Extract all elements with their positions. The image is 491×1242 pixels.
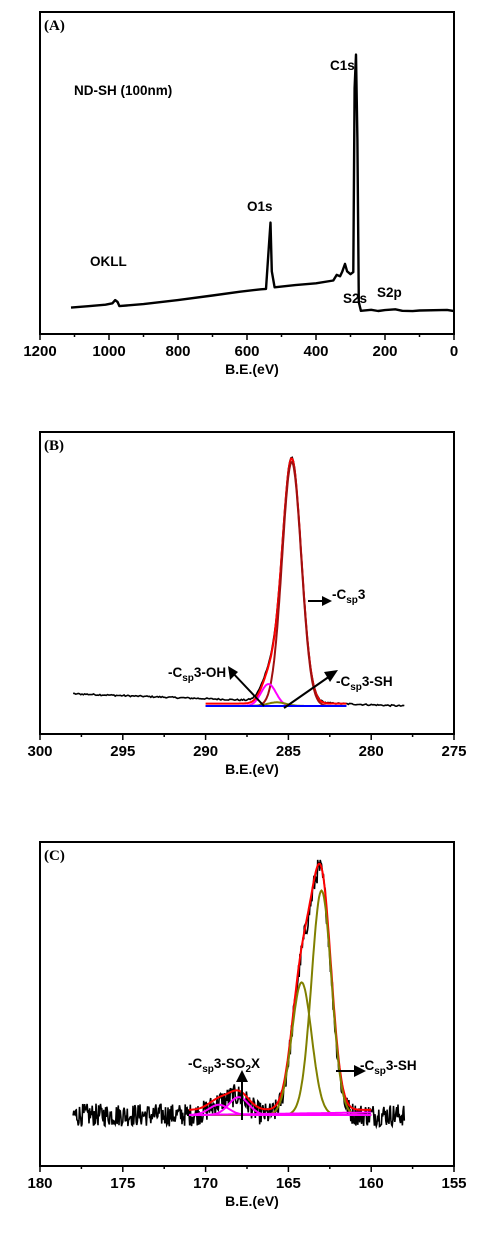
component-label: -Csp3-SH (336, 674, 393, 693)
arrow-head (322, 596, 332, 606)
x-axis-label: B.E.(eV) (225, 761, 279, 777)
series-component-2 (205, 461, 347, 707)
panel-label: (A) (44, 18, 65, 34)
series-baseline-6 (189, 1111, 372, 1116)
panel-label: (C) (44, 848, 65, 864)
component-label: -Csp3-SH (360, 1058, 417, 1077)
x-tick-label: 1000 (92, 343, 125, 360)
peak-label-s2p: S2p (377, 285, 402, 300)
x-tick-label: 600 (234, 343, 259, 360)
arrow-head (324, 670, 338, 682)
peak-label-okll: OKLL (90, 254, 127, 269)
component-label: -Csp3-OH (168, 665, 226, 684)
peak-label-s2s: S2s (343, 291, 367, 306)
sample-title: ND-SH (100nm) (74, 83, 172, 98)
x-tick-label: 290 (193, 743, 218, 760)
x-tick-label: 175 (110, 1175, 135, 1192)
series-envelope-1 (205, 457, 347, 705)
x-axis-label: B.E.(eV) (225, 1193, 279, 1209)
x-tick-label: 165 (276, 1175, 301, 1192)
x-tick-label: 400 (303, 343, 328, 360)
x-tick-label: 285 (276, 743, 301, 760)
series-component-5 (189, 1103, 372, 1116)
component-label: -Csp3 (332, 587, 366, 606)
arrow-line (229, 669, 265, 707)
peak-label-o1s: O1s (247, 199, 273, 214)
panel-b: 300 295 290 285 280 275 B.E.(eV) (B) -Csp3 -Csp3-… (27, 431, 467, 777)
x-tick-label: 155 (441, 1175, 466, 1192)
x-tick-label: 200 (372, 343, 397, 360)
x-tick-label: 180 (27, 1175, 52, 1192)
peak-label-c1s: C1s (330, 58, 355, 73)
x-tick-label: 280 (359, 743, 384, 760)
series-raw-0 (73, 456, 405, 708)
component-label: -Csp3-SO2X (188, 1056, 260, 1075)
panel-c: 180 175 170 165 160 155 B.E.(eV) (C) -Csp3-SO2X -… (27, 841, 467, 1209)
series-raw-0 (72, 859, 406, 1130)
x-tick-label: 1200 (23, 343, 56, 360)
x-tick-label: 300 (27, 743, 52, 760)
survey-spectrum-line (70, 53, 455, 313)
arrow-head (236, 1070, 248, 1082)
x-tick-label: 275 (441, 743, 466, 760)
series-component-2 (189, 889, 372, 1116)
panel-label: (B) (44, 438, 64, 454)
x-tick-label: 160 (359, 1175, 384, 1192)
series-envelope-1 (189, 862, 372, 1111)
x-tick-label: 295 (110, 743, 135, 760)
arrow-head (228, 666, 238, 680)
x-tick-label: 170 (193, 1175, 218, 1192)
x-axis-label: B.E.(eV) (225, 361, 279, 377)
arrow-head (354, 1065, 366, 1077)
panel-a: 1200 1000 800 600 400 200 0 B.E.(eV) (A) ND-SH (1… (23, 11, 458, 377)
x-tick-label: 0 (450, 343, 458, 360)
x-tick-label: 800 (165, 343, 190, 360)
arrow-line (283, 675, 331, 709)
